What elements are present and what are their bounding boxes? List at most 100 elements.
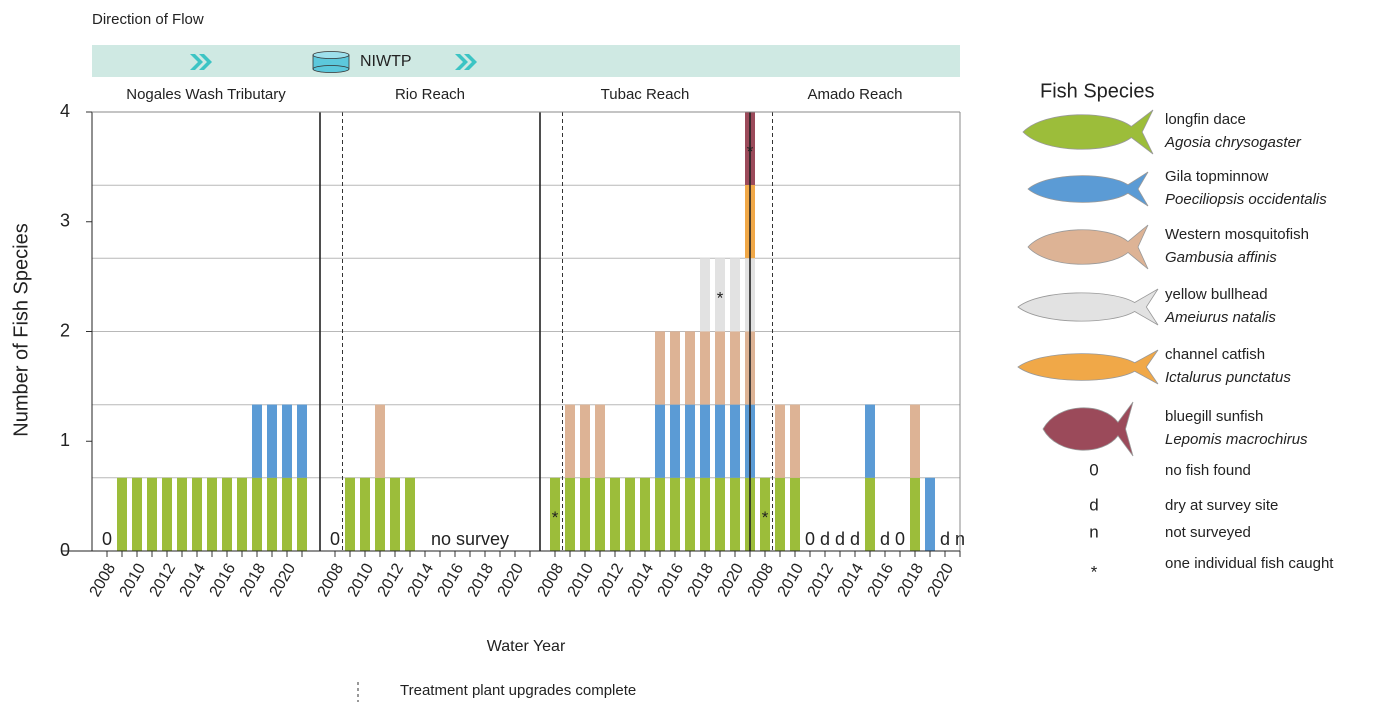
- x-tick-label: 2010: [775, 561, 808, 600]
- status-label: no survey: [431, 529, 509, 549]
- bar-segment: [580, 404, 590, 478]
- x-tick-label: 2020: [925, 561, 958, 600]
- fish-icon: [1042, 401, 1134, 457]
- bar-segment: [730, 404, 740, 478]
- flow-band: [92, 45, 960, 77]
- symbol: 0: [1089, 460, 1098, 479]
- y-tick-label: 1: [60, 430, 70, 450]
- bar-segment: [730, 258, 740, 332]
- bar-segment: [375, 404, 385, 478]
- x-tick-label: 2016: [207, 561, 240, 600]
- bar-segment: [790, 477, 800, 551]
- x-tick-label: 2020: [715, 561, 748, 600]
- legend-name: channel catfish: [1165, 346, 1265, 363]
- status-label: 0: [102, 529, 112, 549]
- status-label: d: [820, 529, 830, 549]
- header: Direction of Flow: [92, 11, 204, 28]
- bar-segment: [595, 477, 605, 551]
- bar-segment: [282, 404, 292, 478]
- bar-segment: [237, 477, 247, 551]
- plant-icon: [312, 51, 350, 73]
- bar-segment: [730, 331, 740, 405]
- symbol-meaning: no fish found: [1165, 462, 1251, 479]
- bar-segment: [565, 477, 575, 551]
- x-axis-title: Water Year: [487, 638, 566, 655]
- status-label: 0: [895, 529, 905, 549]
- bar-segment: [252, 404, 262, 478]
- legend-name: Western mosquitofish: [1165, 226, 1309, 243]
- symbol: *: [1091, 562, 1098, 581]
- bar-segment: [730, 477, 740, 551]
- bar-segment: [297, 477, 307, 551]
- x-tick-label: 2008: [87, 561, 120, 600]
- bar-segment: [565, 404, 575, 478]
- status-label: d: [940, 529, 950, 549]
- status-label: d: [835, 529, 845, 549]
- x-tick-label: 2016: [435, 561, 468, 600]
- bar-segment: [685, 477, 695, 551]
- x-tick-label: 2008: [745, 561, 778, 600]
- bar-segment: [625, 477, 635, 551]
- flow-arrow: [190, 54, 212, 70]
- bar-segment: [685, 404, 695, 478]
- bar-segment: [177, 477, 187, 551]
- bar-segment: [375, 477, 385, 551]
- panel-title: Rio Reach: [395, 86, 465, 103]
- legend-latin: Agosia chrysogaster: [1164, 134, 1302, 151]
- bar-segment: [700, 331, 710, 405]
- x-tick-label: 2014: [405, 561, 438, 600]
- flow-arrow: [455, 54, 477, 70]
- legend-latin: Lepomis macrochirus: [1165, 431, 1308, 448]
- single-fish-marker: *: [552, 508, 559, 527]
- bar-segment: [267, 404, 277, 478]
- bar-segment: [685, 331, 695, 405]
- fish-icon: [1017, 288, 1159, 326]
- symbol: n: [1089, 522, 1098, 541]
- legend-name: longfin dace: [1165, 111, 1246, 128]
- bar-segment: [207, 477, 217, 551]
- status-label: 0: [330, 529, 340, 549]
- bar-segment: [715, 404, 725, 478]
- x-tick-label: 2010: [117, 561, 150, 600]
- x-tick-label: 2012: [147, 561, 180, 600]
- legend-name: Gila topminnow: [1165, 168, 1269, 185]
- bar-segment: [222, 477, 232, 551]
- panel-title: Nogales Wash Tributary: [126, 86, 286, 103]
- legend-latin: Gambusia affinis: [1165, 249, 1277, 266]
- bar-segment: [775, 477, 785, 551]
- status-label: d: [880, 529, 890, 549]
- y-axis-title: Number of Fish Species: [10, 223, 32, 436]
- bar-segment: [390, 477, 400, 551]
- symbol-meaning: dry at survey site: [1165, 497, 1278, 514]
- bar-segment: [132, 477, 142, 551]
- bar-segment: [147, 477, 157, 551]
- y-tick-label: 3: [60, 211, 70, 231]
- bar-segment: [790, 404, 800, 478]
- bar-segment: [670, 404, 680, 478]
- bar-segment: [700, 258, 710, 332]
- panel-title: Amado Reach: [807, 86, 902, 103]
- bar-segment: [610, 477, 620, 551]
- bar-segment: [655, 404, 665, 478]
- bar-segment: [297, 404, 307, 478]
- upgrade-note: Treatment plant upgrades complete: [400, 682, 636, 699]
- facility-label: NIWTP: [360, 53, 412, 70]
- legend-name: yellow bullhead: [1165, 286, 1268, 303]
- x-tick-label: 2012: [805, 561, 838, 600]
- bar-segment: [345, 477, 355, 551]
- bar-segment: [640, 477, 650, 551]
- x-tick-label: 2018: [465, 561, 498, 600]
- symbol-meaning-wrap: one individual fish caught: [1165, 555, 1334, 572]
- bar-segment: [865, 404, 875, 478]
- legend-latin: Poeciliopsis occidentalis: [1165, 191, 1327, 208]
- panel-title: Tubac Reach: [601, 86, 690, 103]
- status-label: d: [850, 529, 860, 549]
- x-tick-label: 2014: [835, 561, 868, 600]
- bar-segment: [700, 477, 710, 551]
- x-tick-label: 2020: [495, 561, 528, 600]
- bar-segment: [670, 477, 680, 551]
- x-tick-label: 2014: [177, 561, 210, 600]
- bar-segment: [715, 331, 725, 405]
- bar-segment: [192, 477, 202, 551]
